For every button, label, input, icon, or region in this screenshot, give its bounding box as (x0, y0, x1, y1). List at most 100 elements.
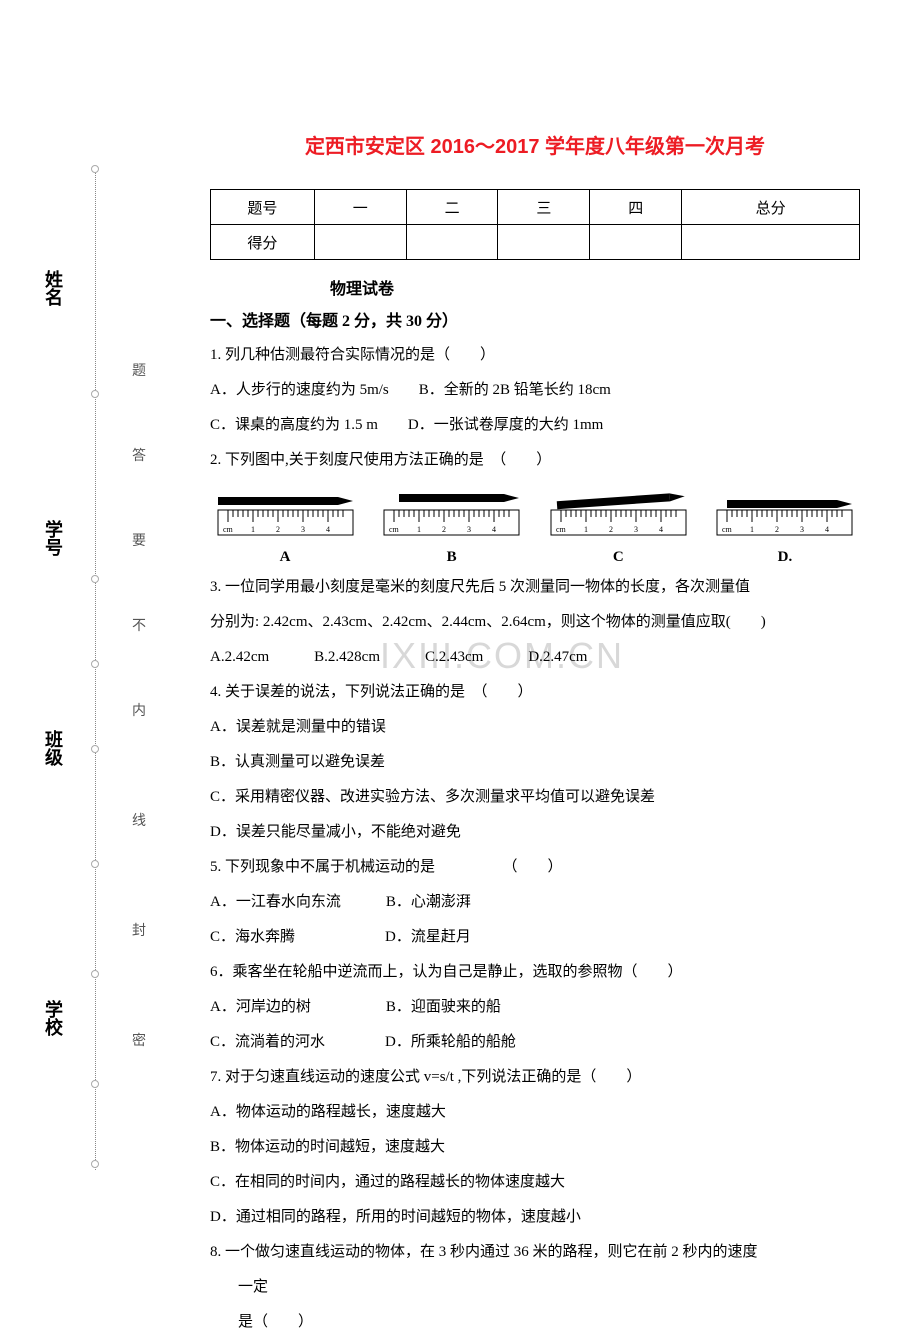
svg-text:4: 4 (326, 525, 330, 534)
score-cell (314, 225, 406, 260)
label-student-id: 学号 (40, 520, 66, 556)
q8-line2: 一定 (238, 1271, 860, 1304)
svg-text:2: 2 (442, 525, 446, 534)
svg-text:4: 4 (825, 525, 829, 534)
side-binding-panel: 姓名 学号 班级 学校 题 答 要 不 内 线 封 密 (60, 170, 190, 1170)
q7-opt-a: A．物体运动的路程越长，速度越大 (210, 1096, 860, 1129)
q7-opt-b: B．物体运动的时间越短，速度越大 (210, 1131, 860, 1164)
label-school: 学校 (40, 1000, 66, 1036)
q4: 4. 关于误差的说法，下列说法正确的是 （ ） (210, 676, 860, 709)
q4-opt-c: C．采用精密仪器、改进实验方法、多次测量求平均值可以避免误差 (210, 781, 860, 814)
th-1: 一 (314, 190, 406, 225)
side-char-6: 线 (132, 810, 146, 830)
table-score-row: 得分 (211, 225, 860, 260)
q7-opt-d: D．通过相同的路程，所用的时间越短的物体，速度越小 (210, 1201, 860, 1234)
th-label: 题号 (211, 190, 315, 225)
ruler-b-icon: cm 1 2 3 4 (379, 492, 524, 542)
ruler-d: cm 1 2 3 4 D. (710, 492, 860, 566)
q8-line3: 是（ ） (238, 1306, 860, 1339)
q4-opt-b: B．认真测量可以避免误差 (210, 746, 860, 779)
ruler-c-icon: cm 1 2 3 4 (546, 492, 691, 542)
th-3: 三 (498, 190, 590, 225)
circle-mark (91, 970, 99, 978)
label-class: 班级 (40, 730, 66, 766)
score-cell (590, 225, 682, 260)
q8-line1: 8. 一个做匀速直线运动的物体，在 3 秒内通过 36 米的路程，则它在前 2 … (210, 1236, 860, 1269)
side-char-3: 要 (132, 530, 146, 550)
circle-mark (91, 860, 99, 868)
ruler-images-row: cm 1 2 3 4 A cm 1 2 3 4 B (210, 492, 860, 566)
q1-options-ab: A．人步行的速度约为 5m/s B．全新的 2B 铅笔长约 18cm (210, 374, 860, 407)
svg-text:3: 3 (634, 525, 638, 534)
svg-text:cm: cm (722, 525, 733, 534)
ruler-c-label: C (543, 549, 693, 566)
table-header-row: 题号 一 二 三 四 总分 (211, 190, 860, 225)
ruler-c: cm 1 2 3 4 C (543, 492, 693, 566)
exam-title: 定西市安定区 2016～2017 学年度八年级第一次月考 (210, 130, 860, 159)
q3-line2: 分别为: 2.42cm、2.43cm、2.42cm、2.44cm、2.64cm，… (210, 606, 860, 639)
svg-text:4: 4 (492, 525, 496, 534)
side-char-2: 答 (132, 445, 146, 465)
svg-text:1: 1 (750, 525, 754, 534)
ruler-a-label: A (210, 549, 360, 566)
ruler-d-icon: cm 1 2 3 4 (712, 492, 857, 542)
svg-text:4: 4 (659, 525, 663, 534)
q4-opt-d: D．误差只能尽量减小，不能绝对避免 (210, 816, 860, 849)
side-char-1: 题 (132, 360, 146, 380)
ruler-a: cm 1 2 3 4 A (210, 492, 360, 566)
circle-mark (91, 745, 99, 753)
circle-mark (91, 1080, 99, 1088)
svg-text:3: 3 (800, 525, 804, 534)
q6-opts-ab: A．河岸边的树 B．迎面驶来的船 (210, 991, 860, 1024)
side-char-8: 密 (132, 1030, 146, 1050)
ruler-b: cm 1 2 3 4 B (377, 492, 527, 566)
ruler-d-label: D. (710, 549, 860, 566)
svg-text:cm: cm (223, 525, 234, 534)
q2: 2. 下列图中,关于刻度尺使用方法正确的是 （ ） (210, 444, 860, 477)
score-cell (406, 225, 498, 260)
main-content: 定西市安定区 2016～2017 学年度八年级第一次月考 题号 一 二 三 四 … (210, 130, 860, 1341)
q3-options: A.2.42cm B.2.428cm C.2.43cm D.2.47cm (210, 641, 860, 674)
svg-text:1: 1 (417, 525, 421, 534)
circle-mark (91, 390, 99, 398)
circle-mark (91, 1160, 99, 1168)
th-2: 二 (406, 190, 498, 225)
q5-opts-cd: C．海水奔腾 D．流星赶月 (210, 921, 860, 954)
binding-dotted-line (95, 170, 96, 1170)
svg-text:1: 1 (584, 525, 588, 534)
svg-text:3: 3 (301, 525, 305, 534)
score-cell (498, 225, 590, 260)
q4-opt-a: A．误差就是测量中的错误 (210, 711, 860, 744)
circle-mark (91, 660, 99, 668)
svg-text:cm: cm (556, 525, 567, 534)
svg-text:3: 3 (467, 525, 471, 534)
paper-subtitle: 物理试卷 (330, 275, 860, 299)
label-name: 姓名 (40, 270, 66, 306)
q1-options-cd: C．课桌的高度约为 1.5 m D．一张试卷厚度的大约 1mm (210, 409, 860, 442)
section-1-heading: 一、选择题（每题 2 分，共 30 分） (210, 307, 860, 331)
q5-opts-ab: A．一江春水向东流 B．心潮澎湃 (210, 886, 860, 919)
q6-opts-cd: C．流淌着的河水 D．所乘轮船的船舱 (210, 1026, 860, 1059)
svg-text:2: 2 (276, 525, 280, 534)
svg-text:2: 2 (775, 525, 779, 534)
score-table: 题号 一 二 三 四 总分 得分 (210, 189, 860, 260)
th-total: 总分 (682, 190, 860, 225)
q6: 6．乘客坐在轮船中逆流而上，认为自己是静止，选取的参照物（ ） (210, 956, 860, 989)
score-cell (682, 225, 860, 260)
circle-mark (91, 575, 99, 583)
side-char-4: 不 (132, 615, 146, 635)
q5: 5. 下列现象中不属于机械运动的是 （ ） (210, 851, 860, 884)
ruler-a-icon: cm 1 2 3 4 (213, 492, 358, 542)
circle-mark (91, 165, 99, 173)
q7-opt-c: C．在相同的时间内，通过的路程越长的物体速度越大 (210, 1166, 860, 1199)
side-char-5: 内 (132, 700, 146, 720)
svg-text:1: 1 (251, 525, 255, 534)
th-4: 四 (590, 190, 682, 225)
svg-text:2: 2 (609, 525, 613, 534)
q3-line1: 3. 一位同学用最小刻度是毫米的刻度尺先后 5 次测量同一物体的长度，各次测量值 (210, 571, 860, 604)
q7: 7. 对于匀速直线运动的速度公式 v=s/t ,下列说法正确的是（ ） (210, 1061, 860, 1094)
svg-text:cm: cm (389, 525, 400, 534)
score-label: 得分 (211, 225, 315, 260)
side-char-7: 封 (132, 920, 146, 940)
ruler-b-label: B (377, 549, 527, 566)
